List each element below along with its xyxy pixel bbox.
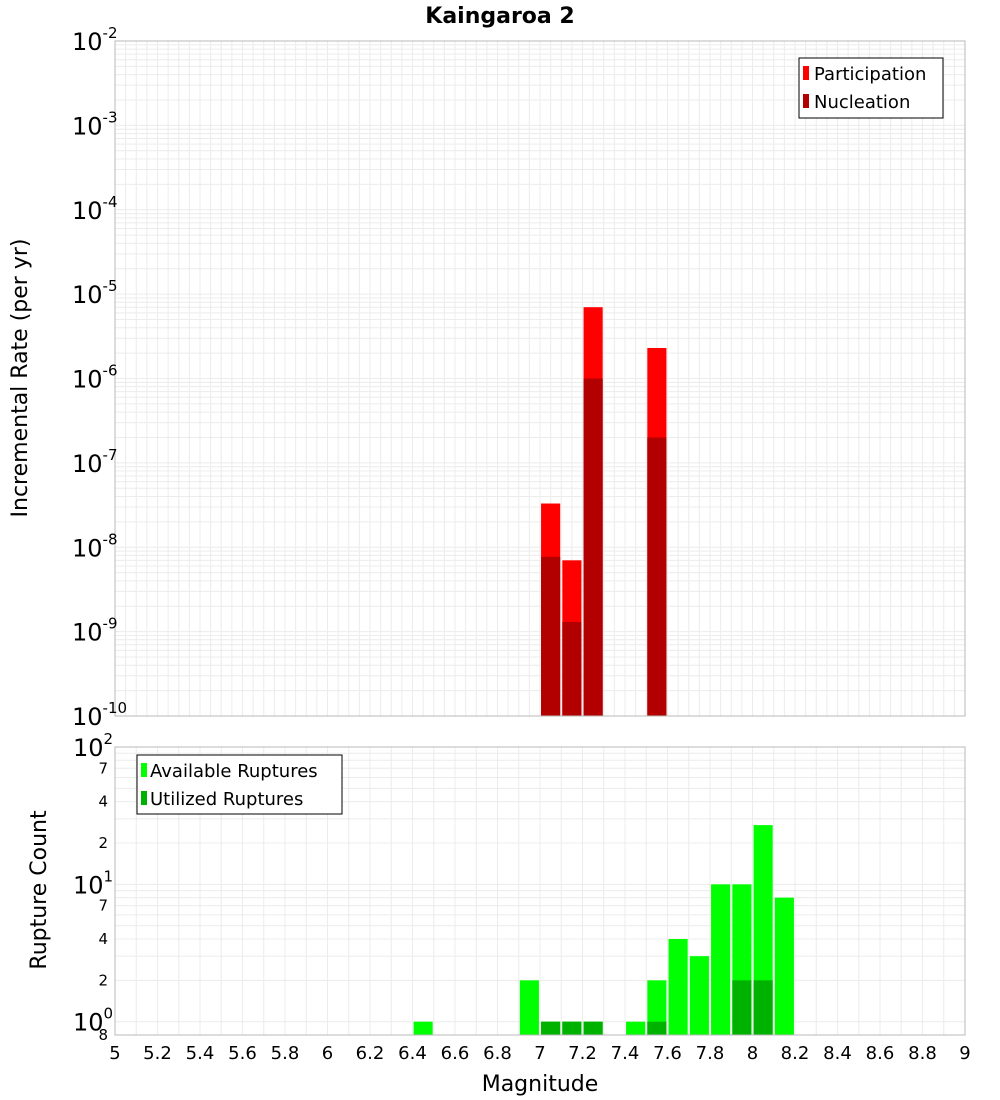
y-minor-tick-label: 8 [98,1026,108,1044]
x-tick-label: 7.8 [696,1043,725,1064]
x-tick-label: 8.2 [781,1043,810,1064]
y-tick-label: 10-7 [72,446,118,478]
x-tick-label: 6.8 [483,1043,512,1064]
y-tick-label: 10-3 [72,108,118,140]
y-minor-tick-label: 7 [98,759,108,777]
bar-available-ruptures [519,980,539,1035]
bar-nucleation [647,437,667,716]
bottom-y-axis-label: Rupture Count [27,810,52,970]
y-tick-label: 10-2 [72,24,118,56]
top-bars [541,307,667,716]
top-legend: Participation Nucleation [798,57,944,119]
y-minor-tick-label: 2 [98,834,108,852]
legend-label-available: Available Ruptures [150,761,318,782]
y-minor-tick-label: 2 [98,971,108,989]
y-tick-label: 101 [73,867,113,899]
bar-available-ruptures [668,939,688,1035]
chart-title: Kaingaroa 2 [425,4,574,29]
bottom-y-ticks: 100 101 102 8 2 4 7 2 4 7 [73,730,113,1044]
y-minor-tick-label: 7 [98,897,108,915]
bottom-gridlines [114,747,966,1035]
legend-label-nucleation: Nucleation [814,92,910,113]
y-tick-label: 10-5 [72,277,118,309]
y-tick-label: 102 [73,730,113,762]
y-tick-label: 10-6 [72,362,118,394]
x-axis-label: Magnitude [482,1072,599,1097]
top-y-ticks: 10-10 10-9 10-8 10-7 10-6 10-5 10-4 10-3 10-2 [72,24,127,731]
x-tick-label: 9 [959,1043,970,1064]
x-tick-label: 8.8 [908,1043,937,1064]
bar-utilized-ruptures [562,1021,582,1035]
bar-available-ruptures [413,1021,433,1035]
bar-available-ruptures [774,897,794,1035]
x-tick-label: 7.4 [611,1043,640,1064]
legend-swatch-participation [803,66,809,80]
x-tick-label: 8 [747,1043,758,1064]
bar-available-ruptures [647,980,667,1035]
bottom-legend: Available Ruptures Utilized Ruptures [136,754,343,815]
y-minor-tick-label: 4 [98,793,108,811]
y-tick-label: 10-4 [72,193,118,225]
x-tick-label: 6 [322,1043,333,1064]
x-tick-label: 7 [534,1043,545,1064]
x-tick-label: 5.6 [228,1043,257,1064]
bottom-bars [413,825,794,1035]
x-tick-label: 6.2 [356,1043,385,1064]
bar-utilized-ruptures [541,1021,561,1035]
bar-utilized-ruptures [732,980,752,1035]
legend-swatch-available [141,763,147,777]
bar-utilized-ruptures [647,1021,667,1035]
bottom-plot-frame [114,746,966,1036]
bottom-legend-box [136,754,343,815]
x-ticks: 5 5.2 5.4 5.6 5.8 6 6.2 6.4 6.6 6.8 7 7.2 7.4 7.6 7.8 8… [109,1043,970,1064]
y-tick-label: 100 [73,1005,113,1037]
top-gridlines [114,41,966,717]
bar-utilized-ruptures [583,1021,603,1035]
x-tick-label: 7.6 [653,1043,682,1064]
legend-label-utilized: Utilized Ruptures [150,789,303,810]
x-tick-label: 5 [109,1043,120,1064]
top-plot-frame [114,40,966,717]
bar-utilized-ruptures [753,980,773,1035]
bar-nucleation [541,556,561,716]
legend-swatch-utilized [141,791,147,805]
x-tick-label: 8.4 [823,1043,852,1064]
x-tick-label: 5.4 [186,1043,215,1064]
legend-label-participation: Participation [814,64,926,85]
x-tick-label: 7.2 [568,1043,597,1064]
x-tick-label: 5.2 [143,1043,172,1064]
y-tick-label: 10-8 [72,530,118,562]
top-y-axis-label: Incremental Rate (per yr) [8,239,33,518]
x-tick-label: 8.6 [866,1043,895,1064]
bar-nucleation [583,378,603,716]
y-minor-tick-label: 4 [98,930,108,948]
bar-nucleation [562,622,582,716]
y-tick-label: 10-9 [72,615,118,647]
top-legend-box [798,57,944,119]
x-tick-label: 6.4 [398,1043,427,1064]
bar-available-ruptures [711,884,731,1035]
y-tick-label: 10-10 [72,699,127,731]
bar-available-ruptures [626,1021,646,1035]
x-tick-label: 6.6 [441,1043,470,1064]
bar-available-ruptures [689,956,709,1035]
x-tick-label: 5.8 [271,1043,300,1064]
legend-swatch-nucleation [803,94,809,108]
